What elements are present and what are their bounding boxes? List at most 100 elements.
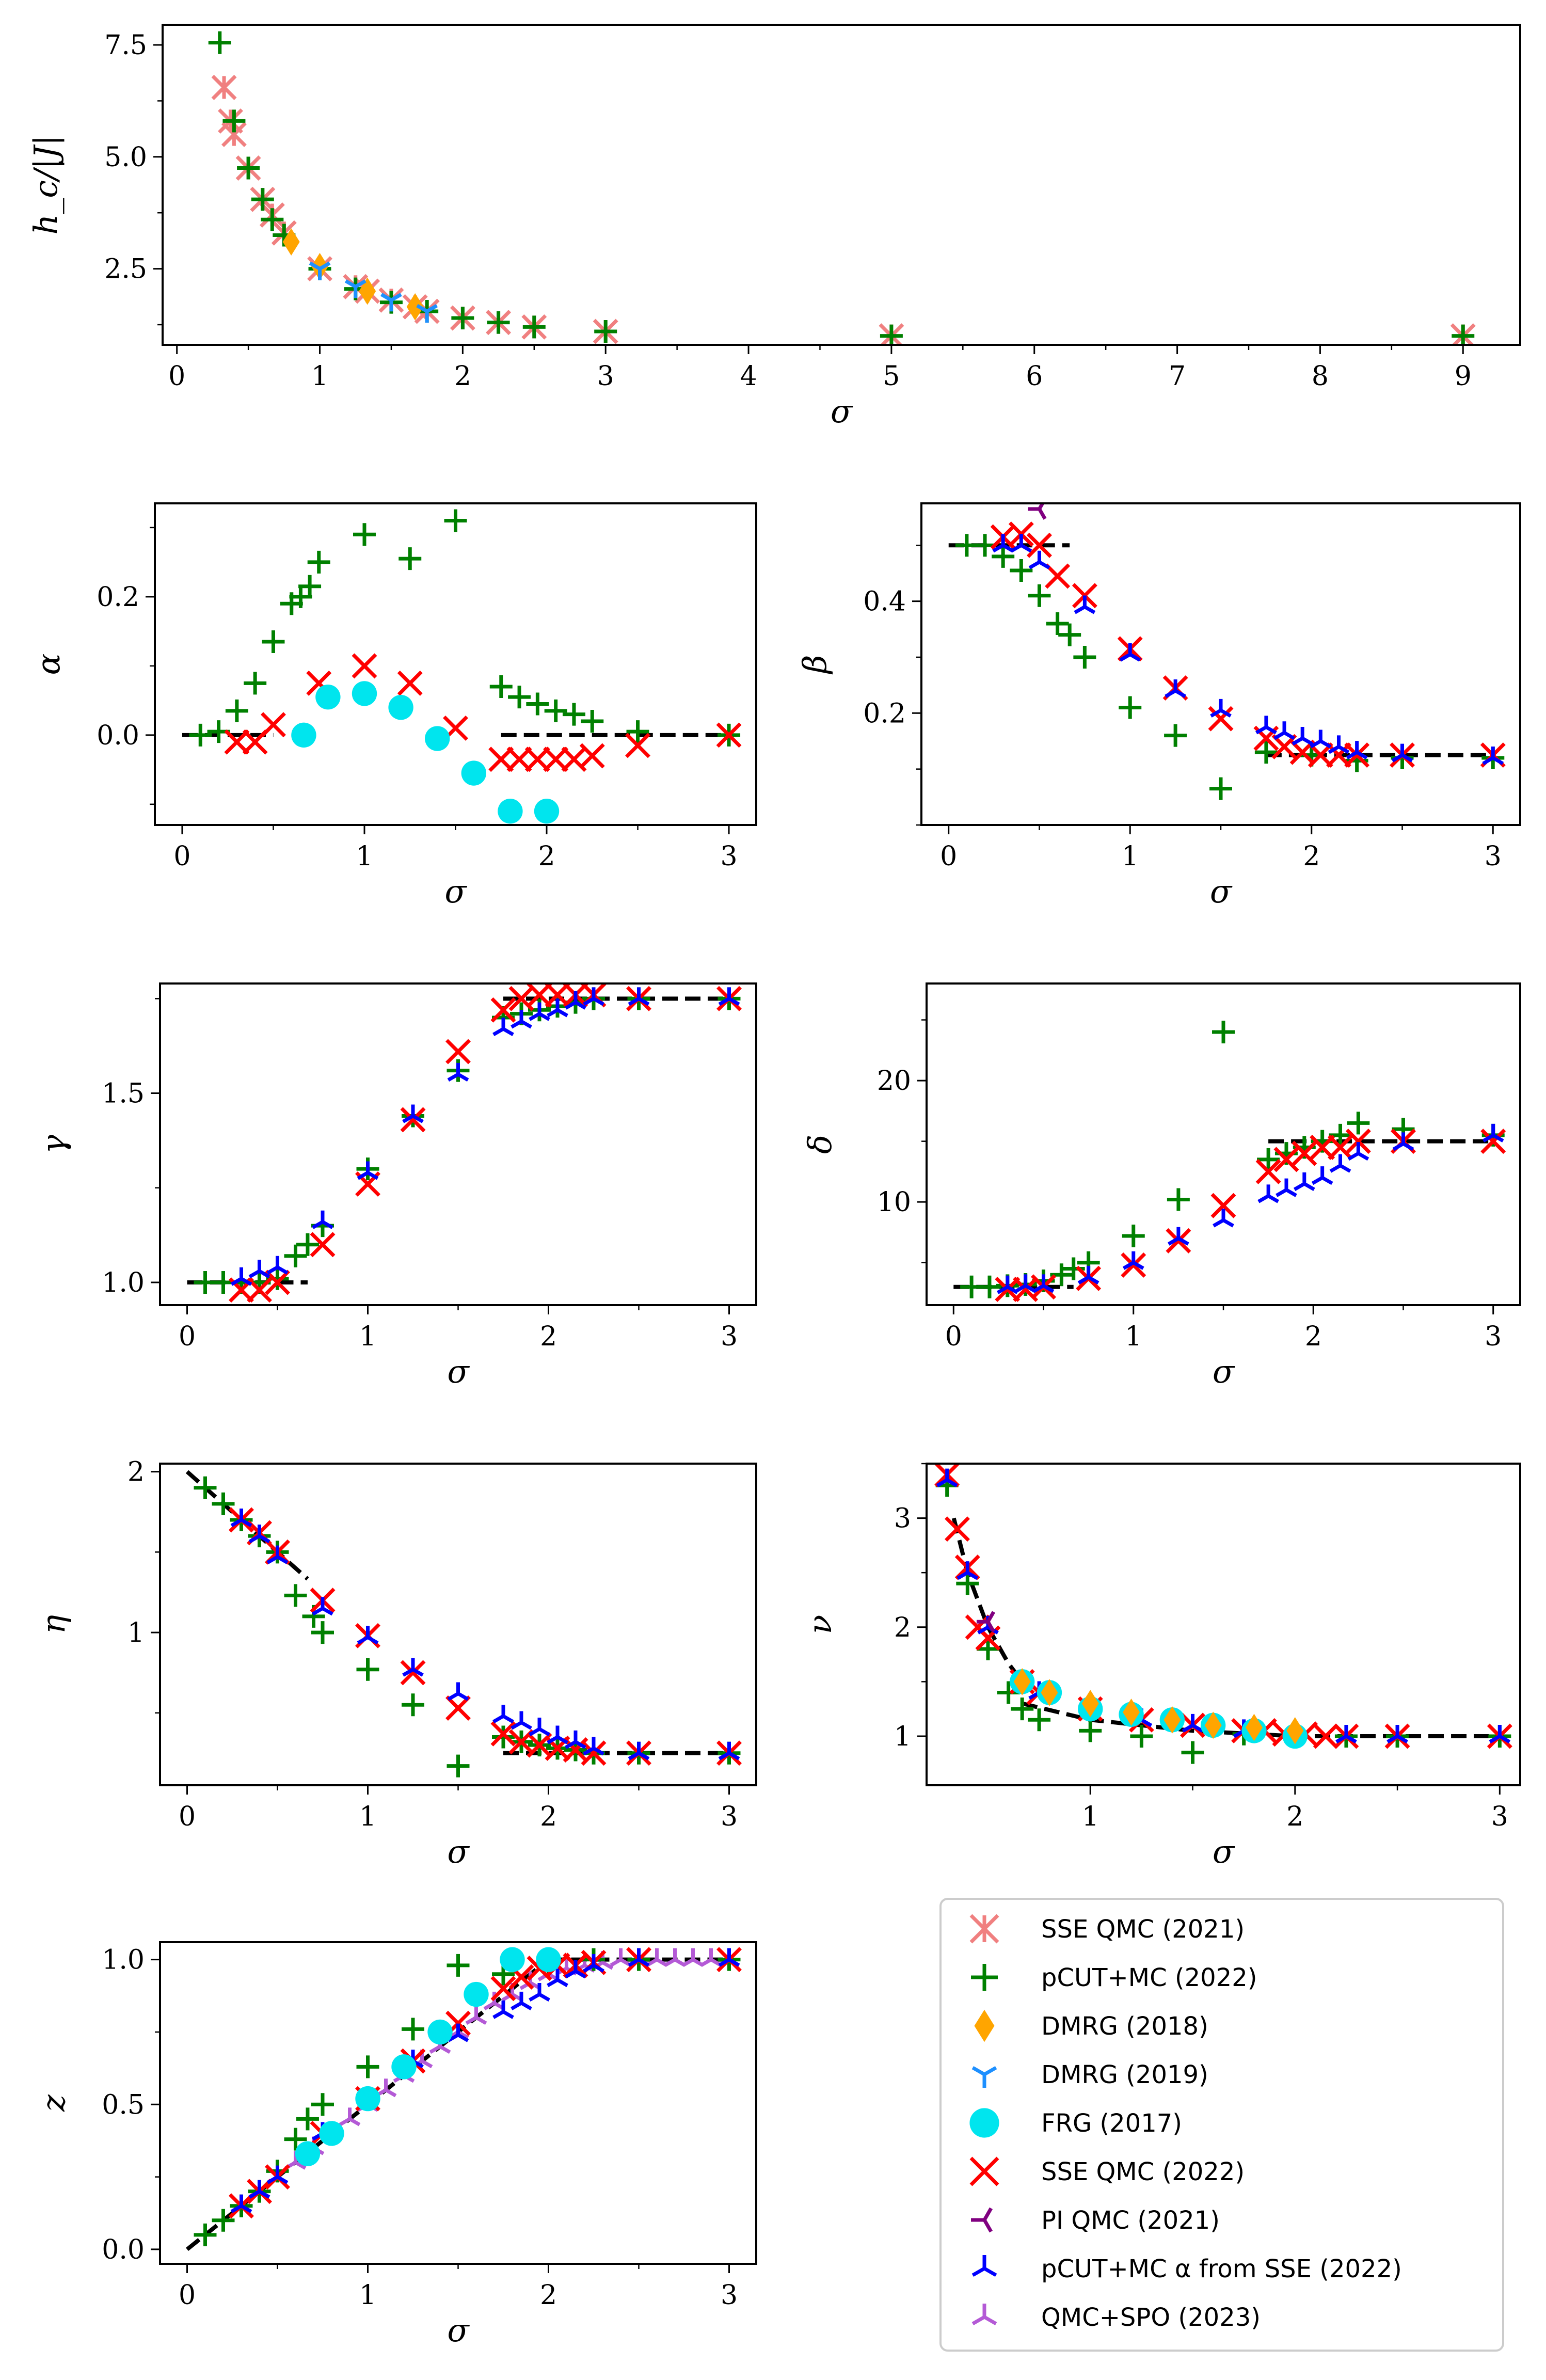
data-point: [1344, 742, 1370, 768]
data-point: [489, 675, 513, 699]
data-point: [402, 1693, 424, 1717]
data-point: [956, 1572, 979, 1595]
x-axis-label: σ: [831, 392, 853, 430]
data-point: [1347, 1112, 1370, 1135]
series-pcut-mc-2022-: [960, 1021, 1505, 1298]
data-point: [1311, 1166, 1333, 1185]
data-point: [1074, 595, 1096, 614]
data-point: [1386, 1724, 1408, 1744]
data-point: [266, 1545, 289, 1564]
data-point: [284, 2128, 307, 2151]
plot-area-delta: [953, 1021, 1506, 1302]
y-tick-label: 2.5: [104, 254, 147, 285]
legend-label: pCUT+MC α from SSE (2022): [1041, 2255, 1402, 2283]
legend-entry: pCUT+MC α from SSE (2022): [971, 2255, 1402, 2283]
data-point: [447, 1062, 469, 1082]
data-point: [492, 1017, 514, 1036]
y-axis-label: z: [35, 2095, 72, 2112]
x-tick-label: 0: [179, 2280, 196, 2311]
data-point: [353, 523, 376, 546]
data-point: [1328, 1134, 1353, 1160]
data-point: [664, 1948, 686, 1967]
chart-nu: 1 2 3 1 2 3 σ ν: [801, 1463, 1521, 1870]
series-pi-qmc-2021-: [976, 1611, 996, 1633]
series-pi-qmc-2021-: [1028, 503, 1047, 520]
data-point: [718, 987, 740, 1006]
data-point: [565, 991, 586, 1010]
data-point: [1213, 1209, 1234, 1228]
data-point: [487, 311, 510, 334]
data-point: [1345, 1129, 1371, 1154]
series-sse-qmc-2022-: [229, 983, 742, 1303]
data-point: [511, 1991, 532, 2010]
data-point: [562, 703, 585, 726]
data-point: [529, 1983, 550, 2002]
x-tick-label: 1: [1125, 1321, 1142, 1352]
data-point: [1028, 1708, 1051, 1732]
x-tick-label: 3: [1485, 841, 1502, 872]
data-point: [1335, 1724, 1357, 1744]
data-point: [1204, 1711, 1222, 1739]
data-point: [296, 2107, 319, 2131]
x-tick-label: 3: [1491, 1801, 1508, 1832]
data-point: [1346, 741, 1368, 760]
data-point: [291, 722, 316, 748]
plot-area-nu: [934, 1464, 1512, 1764]
data-point: [1489, 1724, 1511, 1744]
data-point: [1130, 1724, 1153, 1748]
data-point: [1212, 1021, 1235, 1044]
series-frg-2017-: [1009, 1669, 1308, 1749]
series-sse-qmc-2022-: [229, 1507, 742, 1766]
data-point: [1028, 550, 1050, 569]
data-point: [1119, 643, 1141, 662]
data-point: [284, 1244, 307, 1267]
data-point: [248, 1525, 270, 1544]
legend-marker: [971, 2304, 997, 2326]
data-point: [296, 1233, 319, 1256]
data-point: [1276, 1178, 1297, 1197]
data-point: [1077, 1265, 1099, 1284]
data-point: [1028, 503, 1047, 520]
data-point: [628, 987, 650, 1006]
data-point: [529, 1002, 550, 1021]
x-tick-label: 1: [356, 841, 373, 872]
data-point: [1257, 1148, 1280, 1171]
legend-marker: [974, 2009, 995, 2042]
data-point: [1181, 1741, 1204, 1764]
data-point: [488, 747, 514, 772]
data-point: [284, 1584, 307, 1607]
data-point: [579, 743, 605, 769]
data-point: [211, 74, 237, 100]
data-point: [397, 670, 423, 696]
data-point: [682, 1948, 704, 1967]
data-point: [547, 998, 568, 1018]
legend-entry: DMRG (2018): [974, 2009, 1208, 2042]
data-point: [625, 733, 651, 758]
data-point: [447, 1754, 470, 1778]
data-point: [547, 1968, 568, 1987]
data-point: [352, 653, 377, 679]
data-point: [511, 1711, 532, 1730]
x-tick-label: 3: [721, 1321, 738, 1352]
data-point: [266, 2165, 289, 2184]
legend-entry: PI QMC (2021): [971, 2206, 1220, 2235]
y-tick-label: 0.0: [97, 720, 139, 751]
data-point: [402, 2018, 424, 2041]
data-point: [402, 1658, 424, 1677]
data-point: [461, 760, 487, 786]
data-point: [1245, 1713, 1263, 1741]
data-point: [1273, 1147, 1299, 1172]
y-axis-label: η: [35, 1615, 72, 1634]
data-point: [311, 252, 329, 280]
plot-area-eta: [185, 1470, 742, 1778]
data-point: [628, 1741, 650, 1760]
data-point: [1392, 1132, 1414, 1151]
legend-label: DMRG (2018): [1041, 2012, 1208, 2041]
plot-area-beta: [948, 503, 1506, 800]
y-tick-label: 0.2: [863, 698, 906, 729]
data-point: [529, 1717, 550, 1737]
data-point: [427, 2019, 453, 2045]
y-axis-label: ν: [801, 1615, 839, 1635]
series-sse-qmc-2021-: [211, 74, 1476, 345]
x-tick-label: 2: [540, 1321, 557, 1352]
